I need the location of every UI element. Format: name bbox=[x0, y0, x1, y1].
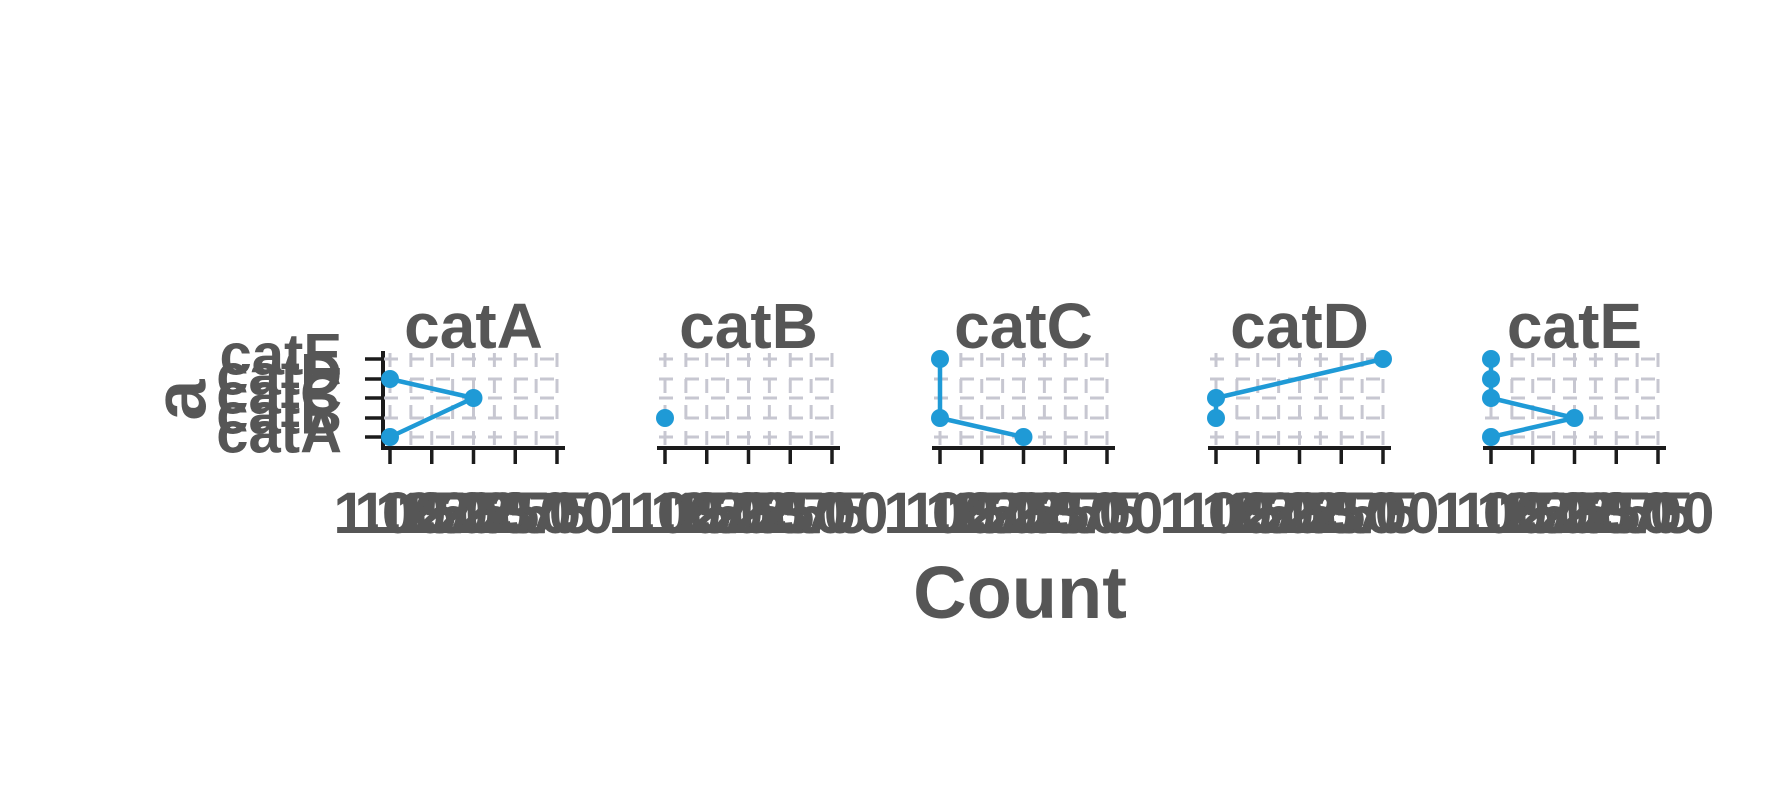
series-line-catE bbox=[1488, 359, 1577, 440]
x-tick-label-catA-1: 1.25 bbox=[354, 481, 467, 546]
y-tick-label-catB: catB bbox=[216, 381, 342, 446]
x-tick-label-catD-5: 2.25 bbox=[1264, 481, 1377, 546]
x-tick-label-catC-2: 1.50 bbox=[925, 481, 1038, 546]
data-point-catC-0 bbox=[931, 350, 949, 368]
data-point-catE-1 bbox=[1482, 370, 1500, 388]
data-point-catB-0 bbox=[656, 409, 674, 427]
x-tick-label-catD-0: 1.00 bbox=[1160, 481, 1273, 546]
x-tick-label-catE-2: 1.50 bbox=[1476, 481, 1589, 546]
x-tick-label-catB-0: 1.00 bbox=[609, 481, 722, 546]
x-tick-label-catB-3: 1.75 bbox=[671, 481, 784, 546]
x-tick-label-catD-3: 1.75 bbox=[1222, 481, 1335, 546]
facet-title-catA: catA bbox=[404, 290, 543, 362]
x-tick-label-catC-1: 1.25 bbox=[904, 481, 1017, 546]
x-tick-label-catB-5: 2.25 bbox=[713, 481, 826, 546]
x-tick-label-catD-6: 2.50 bbox=[1285, 481, 1398, 546]
x-tick-label-catD-7: 2.75 bbox=[1306, 481, 1419, 546]
x-tick-label-catA-3: 1.75 bbox=[396, 481, 509, 546]
data-point-catE-4 bbox=[1482, 428, 1500, 446]
y-tick-label-catE: catE bbox=[219, 322, 342, 387]
x-tick-label-catA-6: 2.50 bbox=[459, 481, 572, 546]
x-tick-label-catE-1: 1.25 bbox=[1455, 481, 1568, 546]
x-tick-label-catA-5: 2.25 bbox=[438, 481, 551, 546]
x-tick-label-catB-4: 2.00 bbox=[692, 481, 805, 546]
x-tick-label-catD-4: 2.00 bbox=[1243, 481, 1356, 546]
x-tick-label-catE-0: 1.00 bbox=[1435, 481, 1548, 546]
x-tick-label-catE-7: 2.75 bbox=[1581, 481, 1694, 546]
x-tick-label-catE-3: 1.75 bbox=[1497, 481, 1610, 546]
x-tick-label-catB-6: 2.50 bbox=[734, 481, 847, 546]
data-point-catC-2 bbox=[1014, 428, 1033, 446]
x-tick-label-catA-0: 1.00 bbox=[334, 481, 447, 546]
x-tick-label-catA-8: 3.00 bbox=[501, 481, 614, 546]
facet-title-catE: catE bbox=[1507, 290, 1642, 362]
x-tick-label-catD-8: 3.00 bbox=[1327, 481, 1440, 546]
x-tick-label-catB-8: 3.00 bbox=[776, 481, 889, 546]
facet-title-catC: catC bbox=[954, 290, 1093, 362]
facet-title-catB: catB bbox=[679, 290, 818, 362]
data-point-catA-0 bbox=[381, 370, 399, 388]
data-point-catE-0 bbox=[1482, 350, 1500, 368]
series-line-catC bbox=[937, 359, 1024, 440]
y-axis-title: a bbox=[139, 379, 222, 421]
x-tick-label-catD-1: 1.25 bbox=[1180, 481, 1293, 546]
x-tick-label-catE-4: 2.00 bbox=[1518, 481, 1631, 546]
data-point-catA-2 bbox=[381, 428, 399, 446]
x-tick-label-catD-2: 1.50 bbox=[1201, 481, 1314, 546]
x-tick-label-catC-7: 2.75 bbox=[1030, 481, 1143, 546]
x-tick-label-catC-8: 3.00 bbox=[1051, 481, 1164, 546]
y-tick-label-catC: catC bbox=[216, 361, 342, 426]
x-tick-label-catE-6: 2.50 bbox=[1560, 481, 1673, 546]
x-tick-label-catC-5: 2.25 bbox=[988, 481, 1101, 546]
x-tick-label-catB-2: 1.50 bbox=[650, 481, 763, 546]
data-point-catD-0 bbox=[1374, 350, 1392, 368]
data-point-catA-1 bbox=[464, 389, 483, 407]
x-tick-label-catC-0: 1.00 bbox=[884, 481, 997, 546]
y-tick-label-catA: catA bbox=[216, 400, 342, 465]
x-tick-label-catA-2: 1.50 bbox=[375, 481, 488, 546]
x-axis-title: Count bbox=[913, 551, 1127, 634]
facet-title-catD: catD bbox=[1230, 290, 1369, 362]
x-tick-label-catA-4: 2.00 bbox=[417, 481, 530, 546]
x-tick-label-catB-1: 1.25 bbox=[629, 481, 742, 546]
data-point-catC-1 bbox=[931, 409, 949, 427]
data-point-catD-1 bbox=[1207, 389, 1225, 407]
y-tick-label-catD: catD bbox=[216, 342, 342, 407]
x-tick-label-catB-7: 2.75 bbox=[755, 481, 868, 546]
x-tick-label-catE-5: 2.25 bbox=[1539, 481, 1652, 546]
x-tick-label-catC-3: 1.75 bbox=[946, 481, 1059, 546]
data-point-catE-3 bbox=[1565, 409, 1584, 427]
x-tick-label-catA-7: 2.75 bbox=[480, 481, 593, 546]
x-tick-label-catC-4: 2.00 bbox=[967, 481, 1080, 546]
x-tick-label-catE-8: 3.00 bbox=[1602, 481, 1715, 546]
data-point-catD-2 bbox=[1207, 409, 1225, 427]
x-tick-label-catC-6: 2.50 bbox=[1009, 481, 1122, 546]
data-point-catE-2 bbox=[1482, 389, 1500, 407]
